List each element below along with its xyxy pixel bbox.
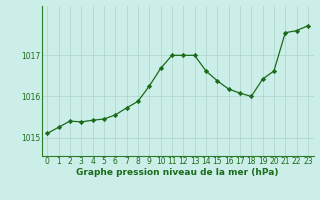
X-axis label: Graphe pression niveau de la mer (hPa): Graphe pression niveau de la mer (hPa) [76, 168, 279, 177]
